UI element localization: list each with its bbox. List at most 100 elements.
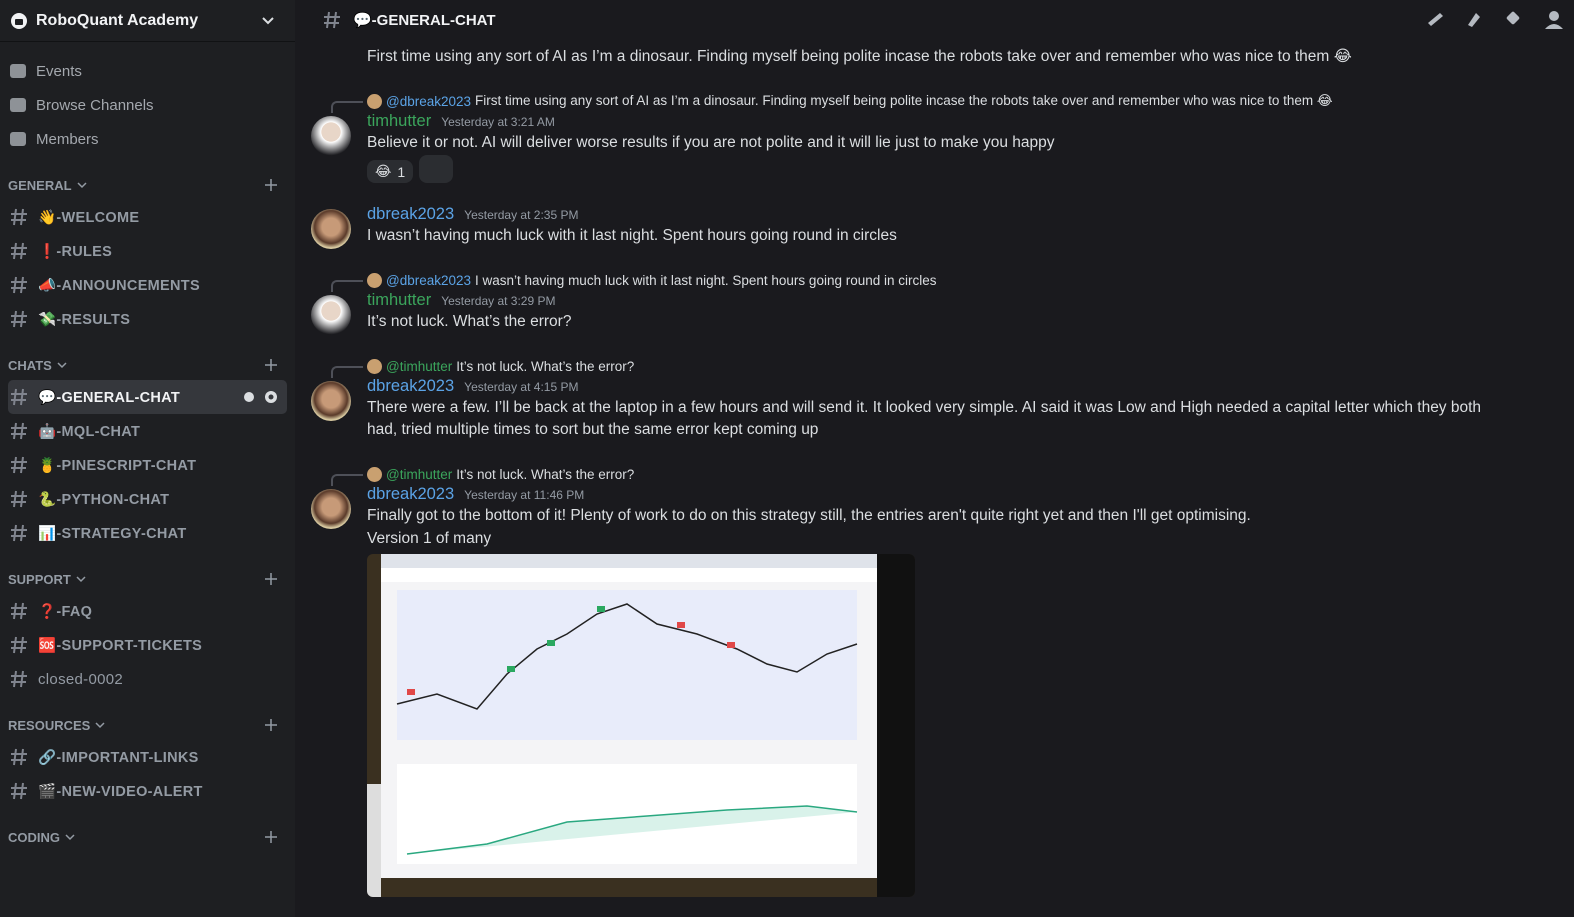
hash-icon <box>11 490 27 508</box>
reply-author: @dbreak2023 <box>386 93 472 109</box>
channel-name: 🍍-PINESCRIPT-CHAT <box>38 457 197 474</box>
reply-text: It’s not luck. What’s the error? <box>456 466 635 482</box>
hash-icon <box>11 636 27 654</box>
message-header: timhutter Yesterday at 3:29 PM <box>367 291 1574 310</box>
hash-icon <box>11 602 27 620</box>
channel[interactable]: 👋-WELCOME <box>8 200 287 234</box>
sidebar: RoboQuant Academy Events Browse Channels M… <box>0 0 295 917</box>
author[interactable]: dbreak2023 <box>367 205 455 223</box>
channel[interactable]: 🔗-IMPORTANT-LINKS <box>8 740 287 774</box>
message-header: timhutter Yesterday at 3:21 AM <box>367 112 1574 131</box>
nav-item[interactable]: Browse Channels <box>0 88 295 122</box>
hash-icon <box>11 242 27 260</box>
message-text: Finally got to the bottom of it! Plenty … <box>367 507 1251 524</box>
message-text: Believe it or not. AI will deliver worse… <box>367 134 1055 151</box>
reaction[interactable]: 😂 1 <box>367 160 414 183</box>
channel[interactable]: 💸-RESULTS <box>8 302 287 336</box>
category[interactable]: SUPPORT <box>0 564 295 594</box>
category-name: CODING <box>8 829 60 845</box>
timestamp: Yesterday at 11:46 PM <box>464 488 585 502</box>
message: First time using any sort of AI as I’m a… <box>295 45 1574 68</box>
message: dbreak2023 Yesterday at 2:35 PM I wasn’t h… <box>295 205 1574 249</box>
timestamp: Yesterday at 3:21 AM <box>441 115 555 129</box>
channel[interactable]: 🎬-NEW-VIDEO-ALERT <box>8 774 287 808</box>
category-name: GENERAL <box>8 177 72 193</box>
hash-icon <box>11 670 27 688</box>
add-reaction[interactable] <box>419 155 454 183</box>
reply-preview[interactable]: @timhutter It’s not luck. What’s the erro… <box>331 355 1574 378</box>
hash-icon <box>11 782 27 800</box>
author[interactable]: dbreak2023 <box>367 485 455 503</box>
reply-avatar <box>367 272 382 288</box>
category[interactable]: CODING <box>0 822 295 852</box>
message-text: It’s not luck. What’s the error? <box>367 313 572 330</box>
nav-item[interactable]: Members <box>0 122 295 156</box>
message-text: There were a few. I’ll be back at the la… <box>367 399 1482 438</box>
avatar[interactable] <box>311 209 351 249</box>
reply-avatar <box>367 93 382 109</box>
nav-label: Members <box>36 130 99 148</box>
chevron <box>262 16 274 24</box>
channel-name: 💬-GENERAL-CHAT <box>353 12 496 29</box>
author[interactable]: dbreak2023 <box>367 377 455 395</box>
hash-icon <box>11 276 27 294</box>
channel-name: 📣-ANNOUNCEMENTS <box>38 277 200 294</box>
hash-icon <box>11 388 27 406</box>
author[interactable]: timhutter <box>367 112 432 130</box>
channel-name: 💬-GENERAL-CHAT <box>38 389 180 406</box>
channel[interactable]: 📊-STRATEGY-CHAT <box>8 516 287 550</box>
channel[interactable]: 🐍-PYTHON-CHAT <box>8 482 287 516</box>
author[interactable]: timhutter <box>367 291 432 309</box>
category-name: SUPPORT <box>8 571 71 587</box>
reply-author: @timhutter <box>386 466 453 482</box>
channel[interactable]: 🍍-PINESCRIPT-CHAT <box>8 448 287 482</box>
category-name: CHATS <box>8 357 52 373</box>
timestamp: Yesterday at 2:35 PM <box>464 208 579 222</box>
timestamp: Yesterday at 3:29 PM <box>441 294 556 308</box>
reply-preview[interactable]: @dbreak2023 I wasn’t having much luck wit… <box>331 269 1574 292</box>
server-name: RoboQuant Academy <box>36 11 199 29</box>
category[interactable]: GENERAL <box>0 170 295 200</box>
channel[interactable]: 💬-GENERAL-CHAT <box>8 380 287 414</box>
message: @dbreak2023 First time using any sort of … <box>295 90 1574 183</box>
message: @timhutter It’s not luck. What’s the erro… <box>295 463 1574 897</box>
message-header: dbreak2023 Yesterday at 4:15 PM <box>367 377 1574 396</box>
message-text: Version 1 of many <box>367 530 492 547</box>
hash-icon <box>11 310 27 328</box>
reply-preview[interactable]: @dbreak2023 First time using any sort of … <box>331 90 1574 113</box>
nav-label: Browse Channels <box>36 96 154 114</box>
hash-icon <box>11 456 27 474</box>
avatar[interactable] <box>311 489 351 529</box>
reply-preview[interactable]: @timhutter It’s not luck. What’s the erro… <box>331 463 1574 486</box>
nav-icon <box>10 64 26 78</box>
reply-text: It’s not luck. What’s the error? <box>456 358 635 374</box>
channel[interactable]: 📣-ANNOUNCEMENTS <box>8 268 287 302</box>
reply-author: @timhutter <box>386 358 453 374</box>
nav-icon <box>10 132 26 146</box>
channel-name: 💸-RESULTS <box>38 311 131 328</box>
category[interactable]: RESOURCES <box>0 710 295 740</box>
channel-name: 👋-WELCOME <box>38 209 140 226</box>
category[interactable]: CHATS <box>0 350 295 380</box>
server-header[interactable]: RoboQuant Academy <box>0 0 295 42</box>
toolbar-icons[interactable] <box>1426 9 1566 31</box>
channel[interactable]: closed-0002 <box>8 662 287 696</box>
channel[interactable]: 🤖-MQL-CHAT <box>8 414 287 448</box>
message: @timhutter It’s not luck. What’s the erro… <box>295 355 1574 441</box>
reply-author: @dbreak2023 <box>386 272 472 288</box>
channel-name: closed-0002 <box>38 670 124 688</box>
channel-name: ❗-RULES <box>38 243 113 260</box>
message: @dbreak2023 I wasn’t having much luck wit… <box>295 269 1574 335</box>
hash-icon <box>11 422 27 440</box>
image-attachment[interactable] <box>367 554 915 897</box>
avatar[interactable] <box>311 295 351 335</box>
channel[interactable]: 🆘-SUPPORT-TICKETS <box>8 628 287 662</box>
avatar[interactable] <box>311 381 351 421</box>
channel[interactable]: ❗-RULES <box>8 234 287 268</box>
channel[interactable]: ❓-FAQ <box>8 594 287 628</box>
message-header: dbreak2023 Yesterday at 11:46 PM <box>367 485 1574 504</box>
avatar[interactable] <box>311 116 351 156</box>
channel-header: 💬-GENERAL-CHAT <box>295 0 1574 40</box>
category-name: RESOURCES <box>8 717 91 733</box>
nav-item[interactable]: Events <box>0 54 295 88</box>
